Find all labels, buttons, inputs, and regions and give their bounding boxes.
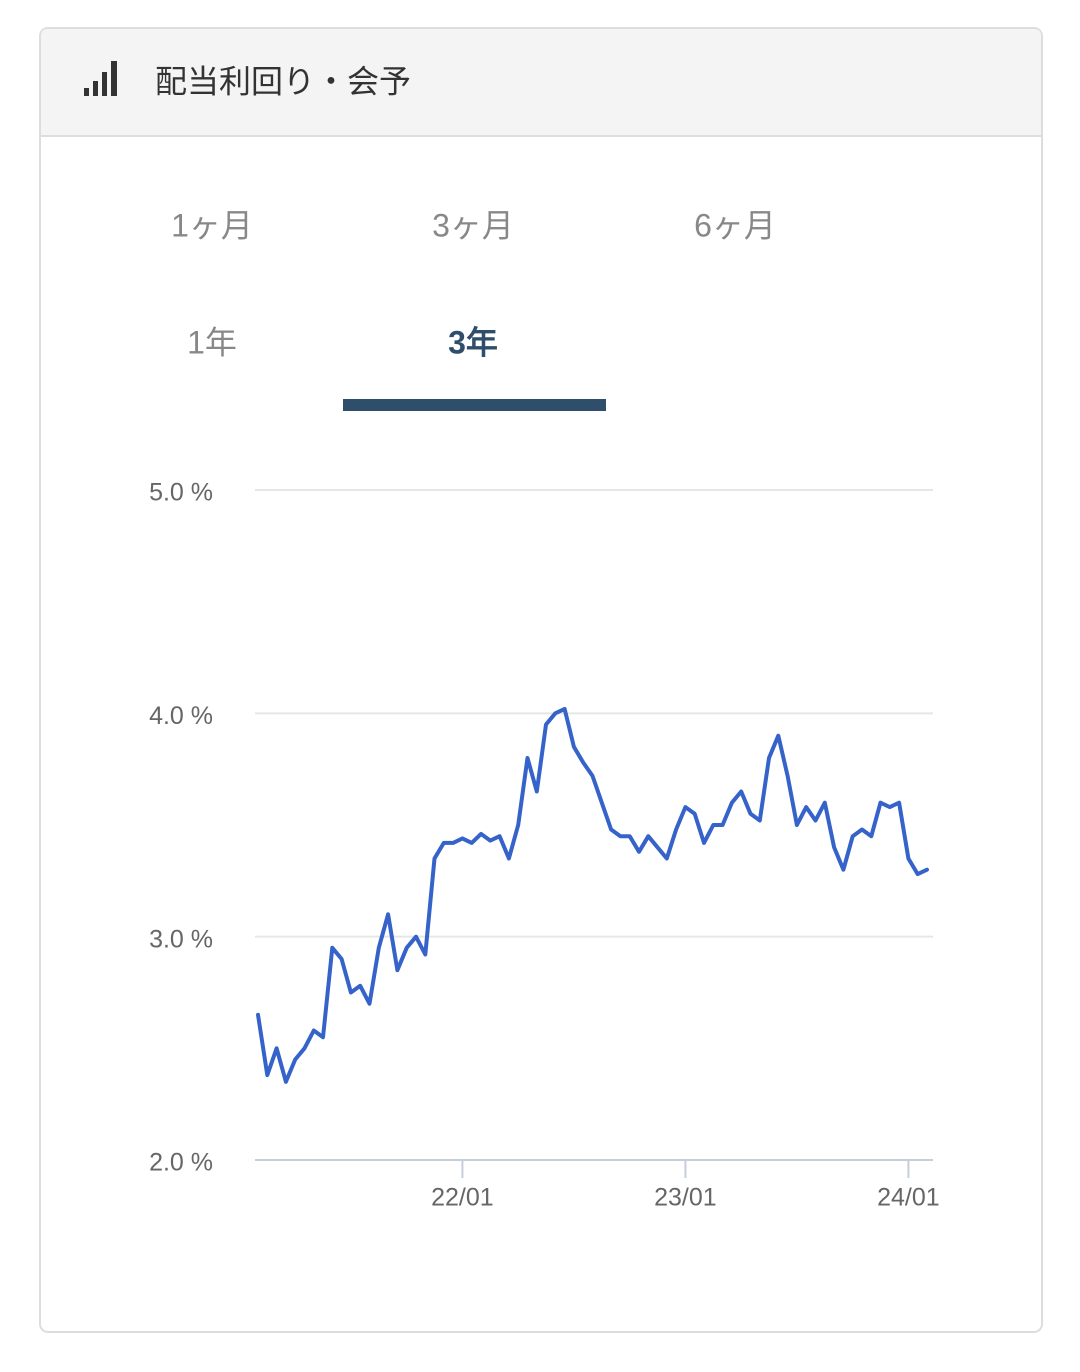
tab[interactable]: 3年 (448, 324, 498, 360)
tab[interactable]: 1ヶ月 (171, 207, 253, 243)
card (39, 27, 1043, 1333)
x-tick-label: 24/01 (877, 1184, 940, 1212)
tab-indicator (343, 399, 606, 411)
tab[interactable]: 3ヶ月 (432, 207, 514, 243)
x-tick-label: 22/01 (431, 1184, 494, 1212)
chart-icon (84, 61, 117, 96)
y-tick-label: 3.0 % (149, 925, 213, 953)
y-tick-label: 4.0 % (149, 702, 213, 730)
y-tick-label: 2.0 % (149, 1149, 213, 1177)
y-tick-label: 5.0 % (149, 479, 213, 507)
tab[interactable]: 1年 (187, 324, 237, 360)
data-line (256, 706, 929, 1084)
card-header (41, 29, 1041, 136)
header-title: 配当利回り・会予 (155, 63, 411, 99)
tab[interactable]: 6ヶ月 (694, 207, 776, 243)
x-tick-label: 23/01 (654, 1184, 717, 1212)
